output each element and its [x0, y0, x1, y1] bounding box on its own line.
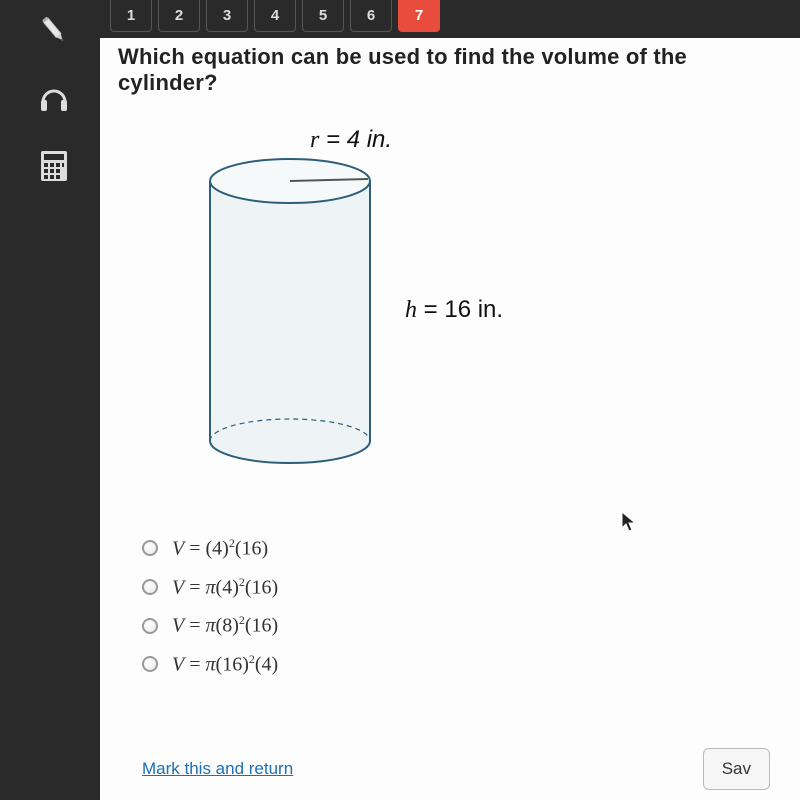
- height-label: h = 16 in.: [405, 296, 503, 324]
- nav-item-1[interactable]: 1: [110, 0, 152, 32]
- radio-icon: [142, 540, 158, 556]
- cylinder-diagram: r = 4 in. h = 16 in.: [140, 126, 800, 506]
- pencil-icon[interactable]: [34, 10, 74, 50]
- headphones-icon[interactable]: [34, 78, 74, 118]
- answer-option-b[interactable]: V = π(4)2(16): [142, 575, 800, 600]
- radio-icon: [142, 618, 158, 634]
- nav-item-7[interactable]: 7: [398, 0, 440, 32]
- question-nav: 1 2 3 4 5 6 7: [110, 0, 440, 38]
- radio-icon: [142, 656, 158, 672]
- answer-text-b: V = π(4)2(16): [172, 575, 278, 600]
- content-panel: Which equation can be used to find the v…: [100, 38, 800, 800]
- answer-list: V = (4)2(16) V = π(4)2(16) V = π(8)2(16)…: [142, 536, 800, 677]
- tool-sidebar: [24, 10, 84, 186]
- answer-text-c: V = π(8)2(16): [172, 613, 278, 638]
- footer-bar: Mark this and return Sav: [100, 732, 800, 790]
- answer-text-d: V = π(16)2(4): [172, 652, 278, 677]
- nav-item-4[interactable]: 4: [254, 0, 296, 32]
- answer-option-a[interactable]: V = (4)2(16): [142, 536, 800, 561]
- cylinder-svg: [200, 151, 380, 471]
- radio-icon: [142, 579, 158, 595]
- answer-option-d[interactable]: V = π(16)2(4): [142, 652, 800, 677]
- nav-item-6[interactable]: 6: [350, 0, 392, 32]
- nav-item-2[interactable]: 2: [158, 0, 200, 32]
- radius-label: r = 4 in.: [310, 126, 392, 154]
- calculator-icon[interactable]: [34, 146, 74, 186]
- question-title: Which equation can be used to find the v…: [100, 38, 800, 96]
- answer-text-a: V = (4)2(16): [172, 536, 268, 561]
- answer-option-c[interactable]: V = π(8)2(16): [142, 613, 800, 638]
- nav-item-5[interactable]: 5: [302, 0, 344, 32]
- nav-item-3[interactable]: 3: [206, 0, 248, 32]
- mark-return-link[interactable]: Mark this and return: [142, 759, 293, 779]
- save-button[interactable]: Sav: [703, 748, 770, 790]
